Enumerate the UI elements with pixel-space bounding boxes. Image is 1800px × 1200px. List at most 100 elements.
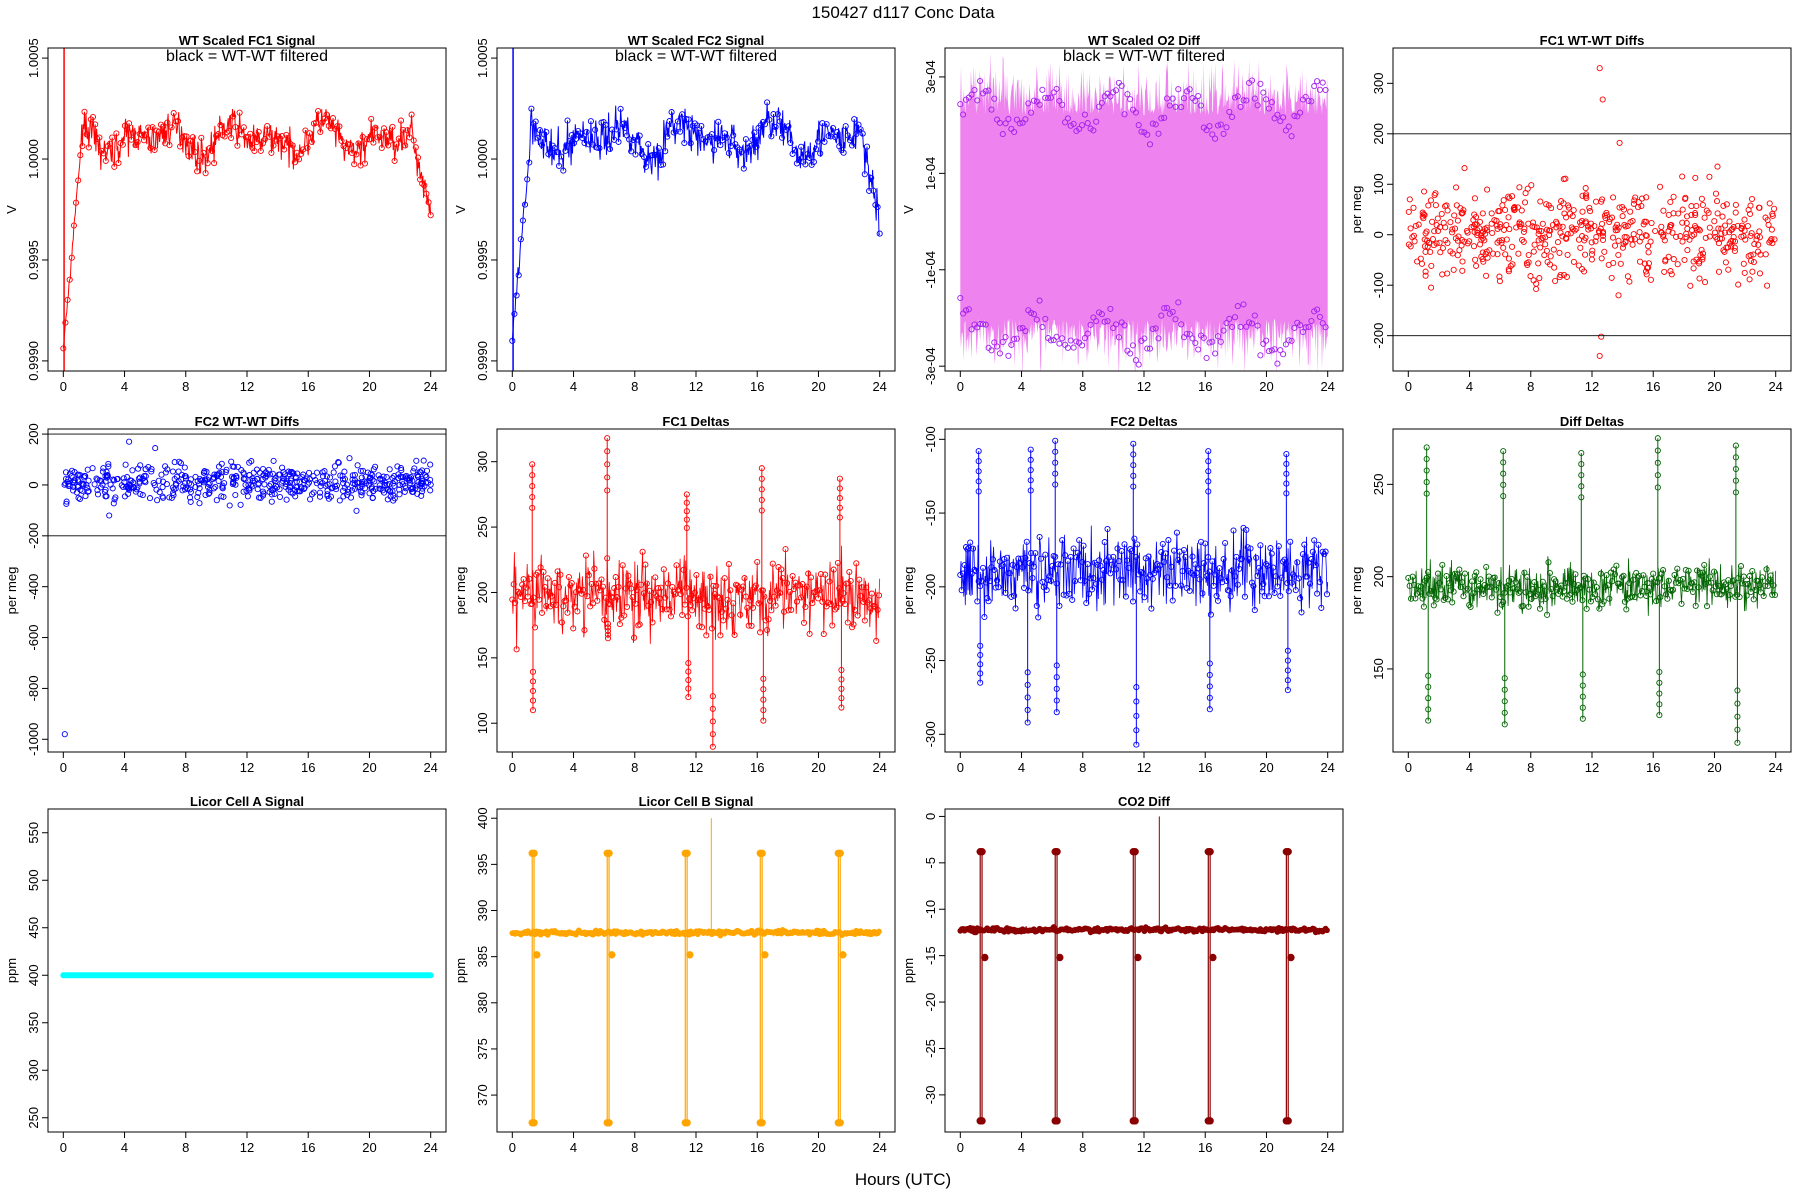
series-point bbox=[1606, 595, 1613, 602]
series-point bbox=[1247, 545, 1254, 552]
series-point bbox=[975, 488, 982, 495]
series-point bbox=[1494, 609, 1501, 616]
series-point bbox=[122, 461, 129, 468]
series-point bbox=[1270, 564, 1277, 571]
series-point bbox=[1304, 573, 1311, 580]
series-point bbox=[981, 953, 989, 962]
series-point bbox=[1719, 587, 1726, 594]
plot-frame bbox=[47, 808, 447, 1133]
series-point bbox=[1734, 687, 1741, 694]
series-point bbox=[89, 113, 97, 121]
series-point bbox=[386, 466, 393, 473]
series-point bbox=[1036, 533, 1043, 541]
series-point bbox=[1257, 80, 1264, 87]
x-tick-label: 16 bbox=[750, 1140, 764, 1155]
series-point bbox=[1721, 222, 1729, 229]
series-point bbox=[982, 579, 989, 586]
series-point bbox=[1288, 337, 1295, 344]
series-point bbox=[1103, 558, 1110, 565]
series-point bbox=[1104, 318, 1111, 325]
series-point bbox=[1098, 576, 1105, 583]
series-point bbox=[66, 276, 73, 283]
series-point bbox=[1144, 131, 1151, 138]
series-point bbox=[1726, 218, 1733, 225]
series-point bbox=[189, 134, 196, 141]
series-point bbox=[1645, 243, 1652, 250]
series-point bbox=[341, 484, 348, 491]
series-point bbox=[1429, 236, 1436, 243]
plot-area bbox=[509, 818, 882, 1127]
series-point bbox=[1098, 311, 1105, 318]
series-point bbox=[145, 124, 152, 131]
y-tick-label: 100 bbox=[475, 712, 490, 734]
series-point bbox=[516, 590, 523, 597]
series-point bbox=[1515, 589, 1522, 596]
series-point bbox=[703, 632, 710, 639]
series-point bbox=[778, 566, 785, 573]
series-point bbox=[196, 157, 203, 164]
series-point bbox=[272, 475, 279, 482]
series-point bbox=[1104, 525, 1111, 533]
series-point bbox=[847, 577, 854, 585]
series-point bbox=[1556, 249, 1563, 256]
series-point bbox=[293, 478, 300, 485]
series-point bbox=[1427, 248, 1434, 256]
panel-title: WT Scaled O2 Diff bbox=[1088, 33, 1201, 48]
x-tick-label: 8 bbox=[1079, 379, 1086, 394]
series-point bbox=[650, 589, 657, 596]
series-point bbox=[1636, 258, 1644, 265]
series-point bbox=[1027, 446, 1034, 453]
series-point bbox=[183, 133, 190, 140]
series-point bbox=[113, 130, 120, 137]
series-point bbox=[1461, 570, 1468, 577]
series-point bbox=[528, 105, 535, 112]
series-point bbox=[1763, 566, 1770, 573]
series-point bbox=[1424, 243, 1431, 250]
series-point bbox=[1280, 351, 1287, 358]
series-point bbox=[517, 593, 524, 600]
series-point bbox=[977, 642, 984, 649]
series-point bbox=[102, 157, 109, 164]
x-tick-label: 20 bbox=[362, 760, 376, 775]
series-point bbox=[289, 470, 296, 477]
series-point bbox=[1711, 229, 1718, 236]
series-point bbox=[1656, 701, 1663, 708]
series-point bbox=[1056, 340, 1063, 347]
series-point bbox=[708, 625, 715, 632]
series-point bbox=[1019, 564, 1026, 571]
series-point bbox=[744, 604, 751, 611]
series-point bbox=[408, 111, 415, 118]
series-point bbox=[630, 136, 637, 144]
series-point bbox=[77, 152, 84, 159]
series-point bbox=[313, 469, 320, 476]
series-point bbox=[571, 603, 578, 610]
series-point bbox=[1131, 847, 1139, 856]
series-point bbox=[1670, 256, 1677, 263]
series-point bbox=[1627, 208, 1634, 215]
series-point bbox=[1620, 241, 1627, 248]
y-tick-label: -25 bbox=[923, 1039, 938, 1058]
series-point bbox=[315, 107, 322, 115]
series-point bbox=[553, 601, 560, 608]
series-point bbox=[836, 495, 843, 502]
y-tick-label: 3e-04 bbox=[923, 60, 938, 93]
series-point bbox=[605, 1119, 613, 1127]
series-point bbox=[1770, 582, 1777, 589]
series-point bbox=[1036, 297, 1043, 304]
series-point bbox=[765, 616, 772, 623]
series-point bbox=[606, 145, 614, 153]
series-point bbox=[1071, 578, 1079, 585]
series-point bbox=[782, 546, 789, 553]
series-point bbox=[1588, 256, 1595, 263]
y-tick-label: 300 bbox=[1371, 72, 1386, 94]
series-point bbox=[1769, 212, 1776, 219]
series-point bbox=[1479, 210, 1486, 217]
series-point bbox=[1722, 259, 1729, 266]
series-point bbox=[1692, 211, 1699, 219]
series-point bbox=[663, 606, 670, 613]
series-point bbox=[819, 120, 826, 127]
series-point bbox=[861, 617, 868, 624]
series-point bbox=[998, 563, 1005, 570]
series-point bbox=[1146, 141, 1154, 148]
